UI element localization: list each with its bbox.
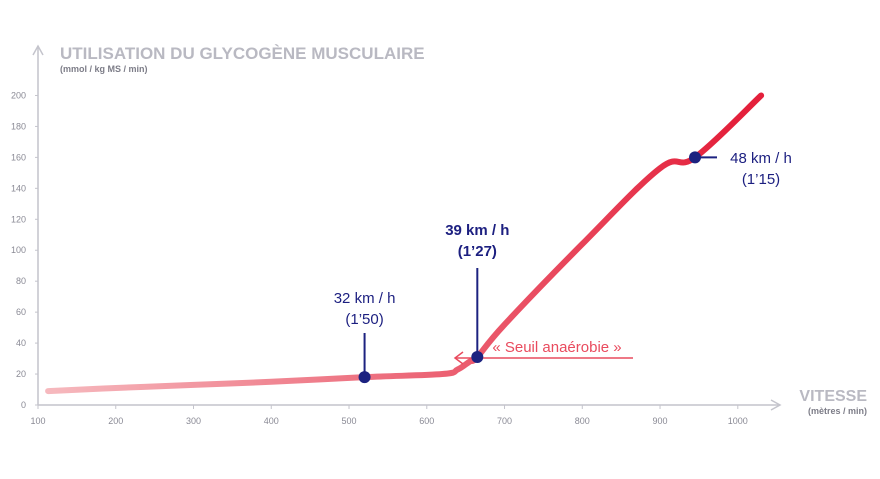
threshold-arrow-head (453, 351, 464, 365)
annotation-speed: 32 km / h (334, 290, 396, 307)
y-tick-label: 100 (11, 245, 26, 255)
annotation-a39: 39 km / h (1’27) (445, 222, 509, 364)
y-axis-arrow (32, 44, 44, 56)
x-tick-label: 100 (30, 416, 45, 426)
annotation-pace: (1’15) (742, 171, 780, 188)
annotations: 32 km / h (1’50) 39 km / h (1’27) 48 km / h (… (334, 150, 792, 384)
y-tick-label: 160 (11, 152, 26, 162)
x-tick-label: 300 (186, 416, 201, 426)
x-tick-label: 400 (264, 416, 279, 426)
threshold-annotation: « Seuil anaérobie » (453, 339, 633, 365)
x-tick-label: 200 (108, 416, 123, 426)
x-axis-arrow (770, 399, 782, 411)
x-axis-title: VITESSE (799, 388, 867, 405)
x-tick-label: 500 (342, 416, 357, 426)
x-axis-unit: (mètres / min) (808, 406, 867, 416)
series-line (45, 92, 765, 395)
y-tick-label: 120 (11, 214, 26, 224)
data-point-marker (471, 351, 484, 364)
axes (32, 44, 782, 411)
y-tick-label: 20 (16, 369, 26, 379)
chart-subtitle: (mmol / kg MS / min) (60, 64, 148, 74)
x-tick-label: 700 (497, 416, 512, 426)
annotation-speed: 48 km / h (730, 150, 792, 167)
threshold-label: « Seuil anaérobie » (492, 339, 621, 356)
x-tick-label: 1000 (728, 416, 748, 426)
y-tick-label: 0 (21, 400, 26, 410)
y-tick-label: 200 (11, 90, 26, 100)
y-tick-label: 40 (16, 338, 26, 348)
data-point-marker (689, 151, 702, 164)
annotation-a48: 48 km / h (1’15) (689, 150, 792, 188)
y-tick-label: 180 (11, 121, 26, 131)
annotation-a32: 32 km / h (1’50) (334, 290, 396, 384)
annotation-pace: (1’27) (458, 243, 497, 260)
y-tick-label: 60 (16, 307, 26, 317)
y-tick-label: 80 (16, 276, 26, 286)
x-tick-label: 900 (653, 416, 668, 426)
x-tick-label: 600 (419, 416, 434, 426)
annotation-pace: (1’50) (345, 311, 383, 328)
x-tick-labels: 100 200 300 400 500 600 700 800 900 1000 (30, 416, 747, 426)
data-point-marker (358, 371, 371, 384)
chart-title: UTILISATION DU GLYCOGÈNE MUSCULAIRE (60, 44, 425, 63)
annotation-speed: 39 km / h (445, 222, 509, 239)
y-tick-label: 140 (11, 183, 26, 193)
x-tick-label: 800 (575, 416, 590, 426)
y-tick-labels: 0 20 40 60 80 100 120 140 160 180 200 (11, 90, 26, 410)
